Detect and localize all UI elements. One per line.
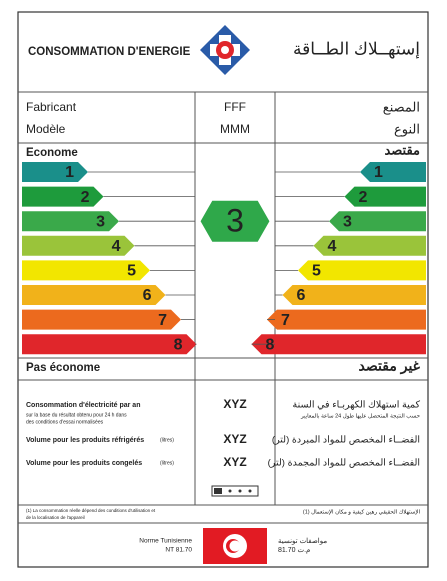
class-label-right: 6 [297, 287, 306, 304]
class-label-right: 2 [359, 189, 368, 206]
class-arrow-right [329, 211, 426, 232]
consumption-note-fr: des conditions d'essai normalisées [26, 419, 104, 425]
indicator [211, 485, 259, 497]
class-arrow-right [313, 235, 426, 256]
class-arrow-left [22, 162, 88, 182]
class-label-right: 5 [312, 263, 321, 280]
norm-ar: مواصفات تونسية [278, 537, 327, 545]
class-arrow-right [344, 186, 426, 207]
class-arrow-left [22, 309, 181, 330]
class-label-left: 7 [158, 312, 167, 329]
class-label-right: 3 [343, 213, 352, 230]
flag [203, 528, 267, 564]
footnote-fr: de la localisation de l'appareil [26, 515, 85, 520]
row-value: MMM [220, 122, 250, 136]
class-arrow-right [282, 285, 426, 305]
norm-fr: Norme Tunisienne [139, 538, 192, 545]
class-label-left: 3 [96, 213, 105, 230]
consumption-label-ar: الفضــاء المخصص للمواد المبردة (لتر) [272, 435, 420, 446]
class-arrow-left [22, 211, 119, 232]
class-label-right: 7 [281, 312, 290, 329]
class-arrow-left [22, 285, 166, 305]
class-label-left: 2 [81, 189, 90, 206]
class-label-right: 1 [374, 164, 383, 181]
logo [200, 25, 250, 75]
row-value: FFF [224, 100, 246, 114]
title-ar: إستهــلاك الطــاقة [293, 39, 420, 59]
norm-fr: NT 81.70 [165, 547, 192, 554]
footnote-ar: (1) الإستهلاك الحقيقي رهين كيفية و مكان … [303, 508, 421, 515]
row-label-ar: النوع [394, 121, 420, 137]
class-arrow-right [298, 260, 426, 281]
consumption-note-fr: (litres) [160, 437, 174, 443]
scale-top-fr: Econome [26, 147, 78, 159]
consumption-value: XYZ [223, 397, 246, 411]
consumption-value: XYZ [223, 432, 246, 446]
class-label-left: 5 [127, 263, 136, 280]
class-arrow-left [22, 235, 135, 256]
class-label-left: 1 [65, 164, 74, 181]
class-label-left: 8 [174, 336, 183, 353]
row-label-fr: Modèle [26, 122, 66, 136]
consumption-note-fr: sur la base du résultat obtenu pour 24 h… [26, 412, 127, 418]
class-arrow-right [251, 334, 426, 355]
consumption-label-fr: Volume pour les produits congelés [26, 460, 142, 467]
norm-ar: م.ت 81.70 [278, 547, 310, 554]
footnote-fr: (1) La consommation réelle dépend des co… [26, 508, 156, 513]
scale-top-ar: مقتصد [384, 142, 420, 157]
consumption-label-ar: كمية استهلاك الكهربـاء في السنة [293, 400, 421, 411]
class-label-left: 6 [143, 287, 152, 304]
title-fr: CONSOMMATION D'ENERGIE [28, 46, 191, 58]
row-label-fr: Fabricant [26, 100, 77, 114]
class-arrow-right [267, 309, 426, 330]
class-arrow-left [22, 186, 104, 207]
consumption-note-fr: (litres) [160, 460, 174, 466]
consumption-value: XYZ [223, 455, 246, 469]
class-label-left: 4 [112, 238, 121, 255]
row-label-ar: المصنع [383, 99, 420, 115]
consumption-note-ar: حسب النتيجة المتحصل عليها طول 24 ساعة با… [300, 412, 421, 419]
consumption-label-fr: Consommation d'électricité par an [26, 402, 140, 409]
scale-bottom-ar: غير مقتصد [359, 358, 421, 375]
class-label-right: 8 [266, 336, 275, 353]
consumption-label-fr: Volume pour les produits réfrigérés [26, 437, 144, 444]
class-arrow-left [22, 334, 197, 355]
class-arrow-left [22, 260, 150, 281]
rating-arrow [199, 199, 271, 243]
consumption-label-ar: الفضــاء المخصص للمواد المجمدة (لتر) [268, 458, 420, 469]
class-arrow-right [360, 162, 426, 182]
class-label-right: 4 [328, 238, 337, 255]
rating-label: 3 [226, 203, 244, 239]
scale-bottom-fr: Pas économe [26, 362, 100, 374]
